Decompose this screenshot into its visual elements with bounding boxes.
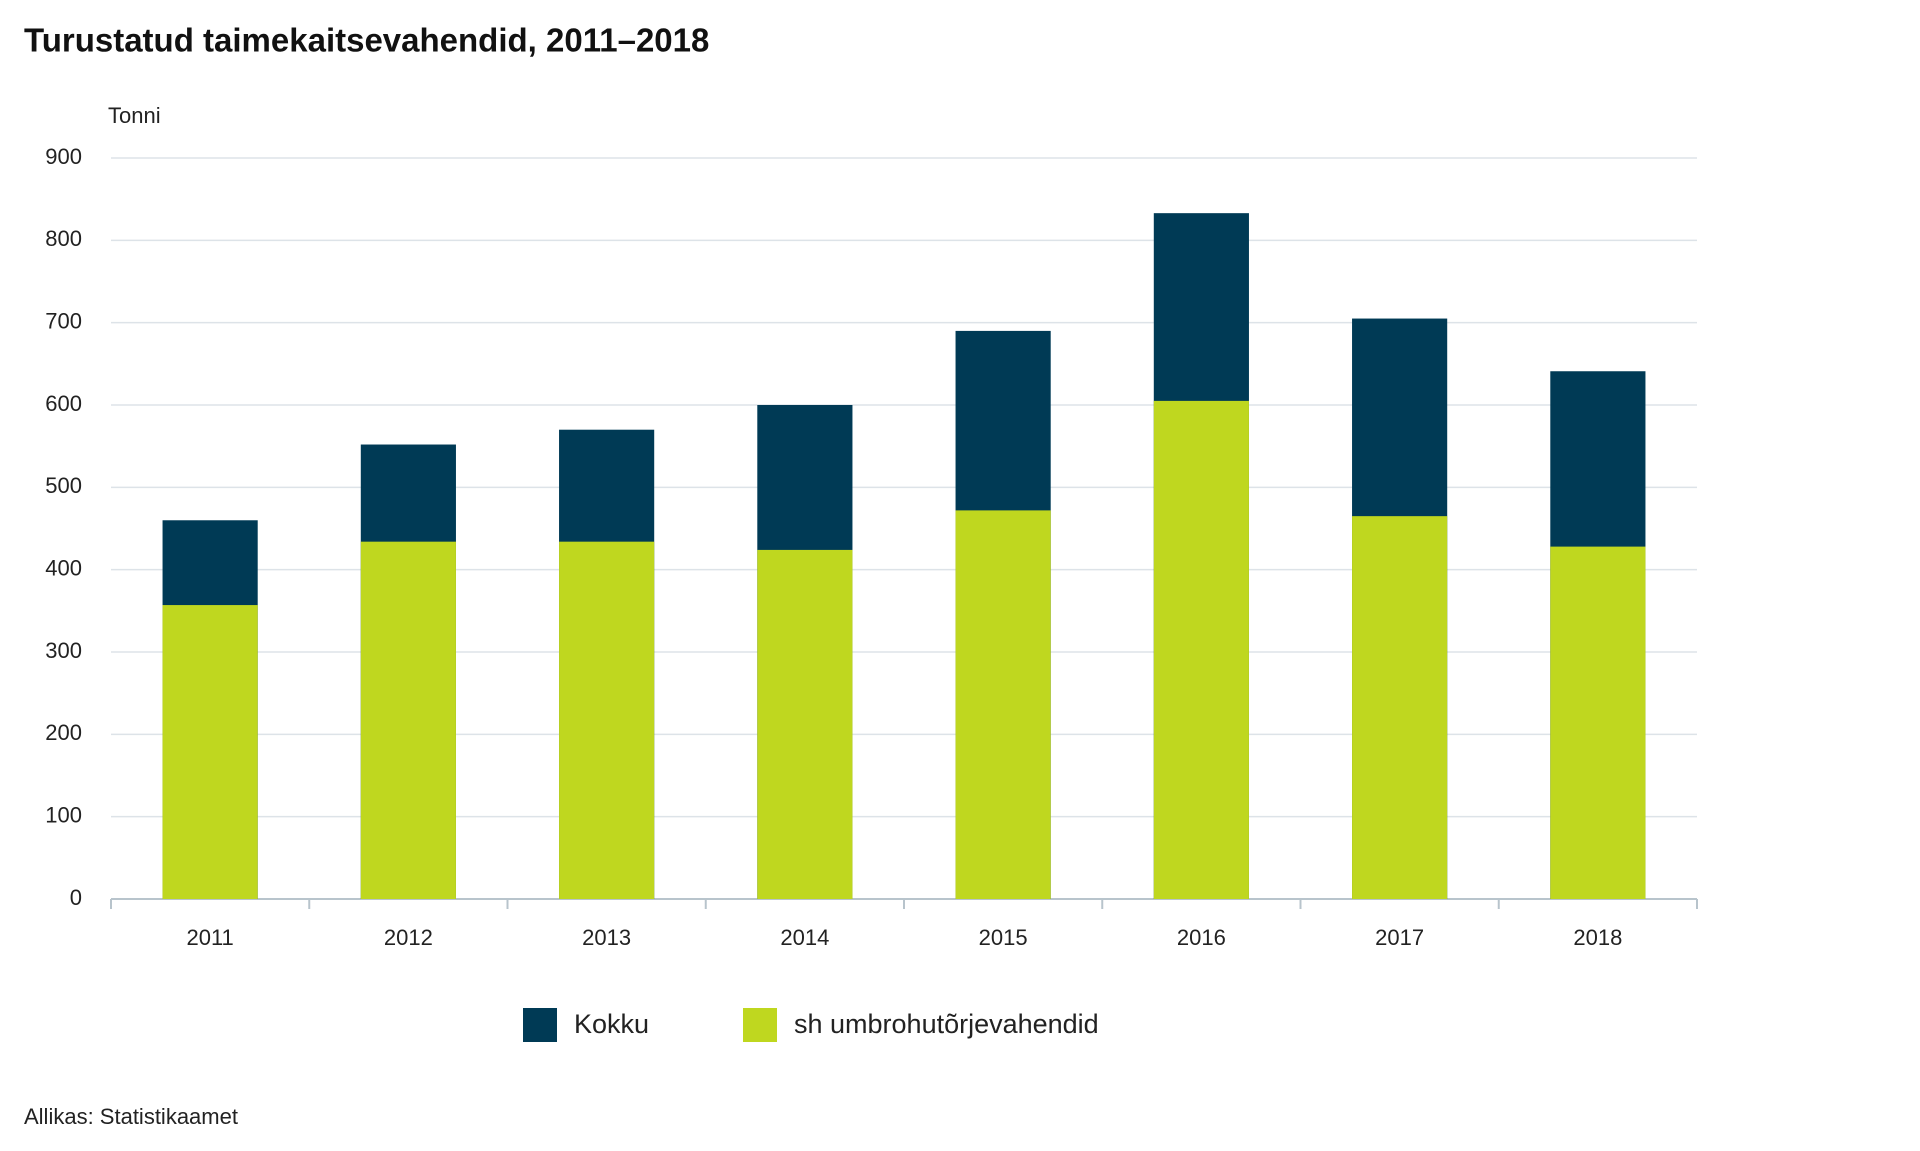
x-tick-label: 2017 [1375,925,1424,950]
legend-label: Kokku [574,1009,649,1039]
y-axis-label: Tonni [108,103,161,128]
x-tick-label: 2014 [780,925,829,950]
bar [559,541,655,899]
bar [955,510,1051,899]
x-tick-label: 2015 [979,925,1028,950]
source: Allikas: Statistikaamet [24,1104,238,1129]
bar [360,541,456,899]
x-tick-label: 2013 [582,925,631,950]
y-tick-label: 600 [45,391,82,416]
y-tick-label: 400 [45,555,82,580]
bar [757,549,853,899]
chart-title: Turustatud taimekaitsevahendid, 2011–201… [24,22,709,59]
x-tick-label: 2011 [186,925,233,950]
y-tick-label: 900 [45,144,82,169]
bar [1352,516,1448,899]
y-tick-label: 300 [45,638,82,663]
y-tick-label: 700 [45,308,82,333]
x-tick-label: 2016 [1177,925,1226,950]
legend-swatch [743,1008,777,1042]
bar [1550,546,1646,899]
y-tick-label: 500 [45,473,82,498]
y-tick-label: 200 [45,720,82,745]
legend-swatch [523,1008,557,1042]
x-tick-label: 2018 [1573,925,1622,950]
y-tick-label: 800 [45,226,82,251]
y-tick-label: 0 [70,885,82,910]
bar [1153,400,1249,899]
y-tick-label: 100 [45,802,82,827]
legend-label: sh umbrohutõrjevahendid [794,1009,1099,1039]
x-tick-label: 2012 [384,925,433,950]
bar [162,605,258,899]
